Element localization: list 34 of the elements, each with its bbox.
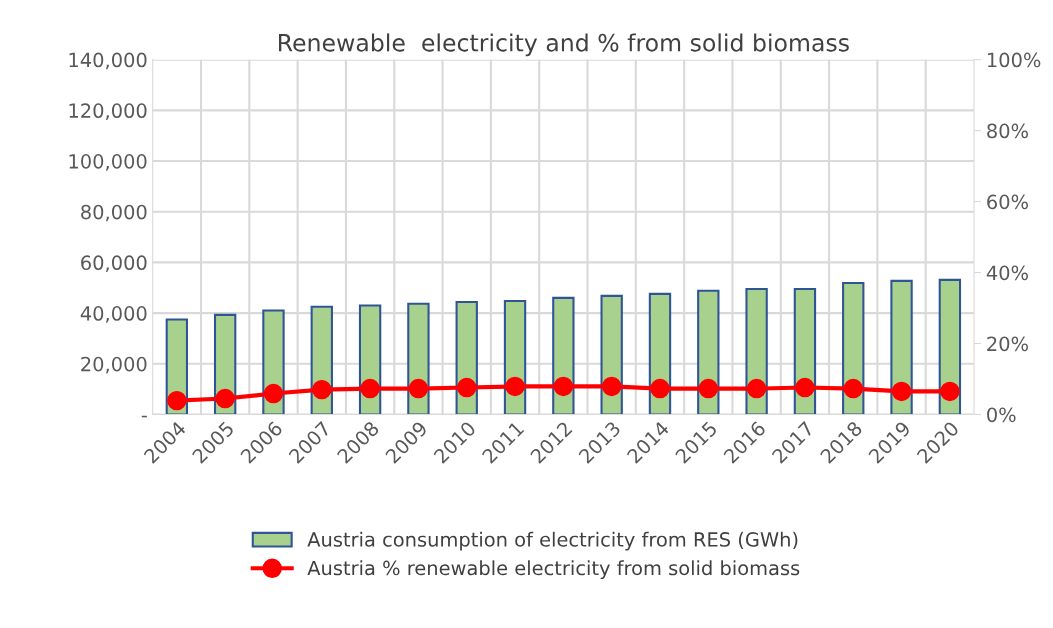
point [650,378,670,399]
y2-tick-label: 60% [987,194,1028,210]
y-tick-label: 20,000 [81,356,147,374]
point [408,378,429,399]
y2-tick-label: 80% [987,123,1028,139]
legend-label: Austria % renewable electricity from solid biomass [307,560,800,580]
y-tick-label: 40,000 [80,306,147,323]
y-tick-label: 100,000 [69,153,147,171]
chart-title: Renewable electricity and % from solid biomass [279,33,849,57]
y2-tick-label: 100% [987,52,1041,68]
point [940,381,960,402]
point [553,376,574,397]
point [505,376,525,397]
point [360,378,380,399]
point [215,388,235,409]
point [746,378,767,399]
legend-label: Austria consumption of electricity from RES (GWh) [307,531,798,551]
point [843,378,863,399]
point [698,378,719,399]
point [312,379,332,400]
y-tick-label: 80,000 [81,204,147,222]
point [167,390,187,411]
y2-tick-label: 20% [987,336,1028,352]
y-tick-label: 140,000 [69,52,147,70]
y-tick-label: - [141,415,147,418]
point [891,381,912,402]
point [263,383,284,404]
y2-tick-label: 40% [986,265,1028,281]
y2-tick-label: 0% [987,407,1016,423]
point [795,377,815,398]
point [601,376,622,397]
point [457,377,477,398]
y-tick-label: 60,000 [81,255,147,273]
y-tick-label: 120,000 [69,103,147,120]
